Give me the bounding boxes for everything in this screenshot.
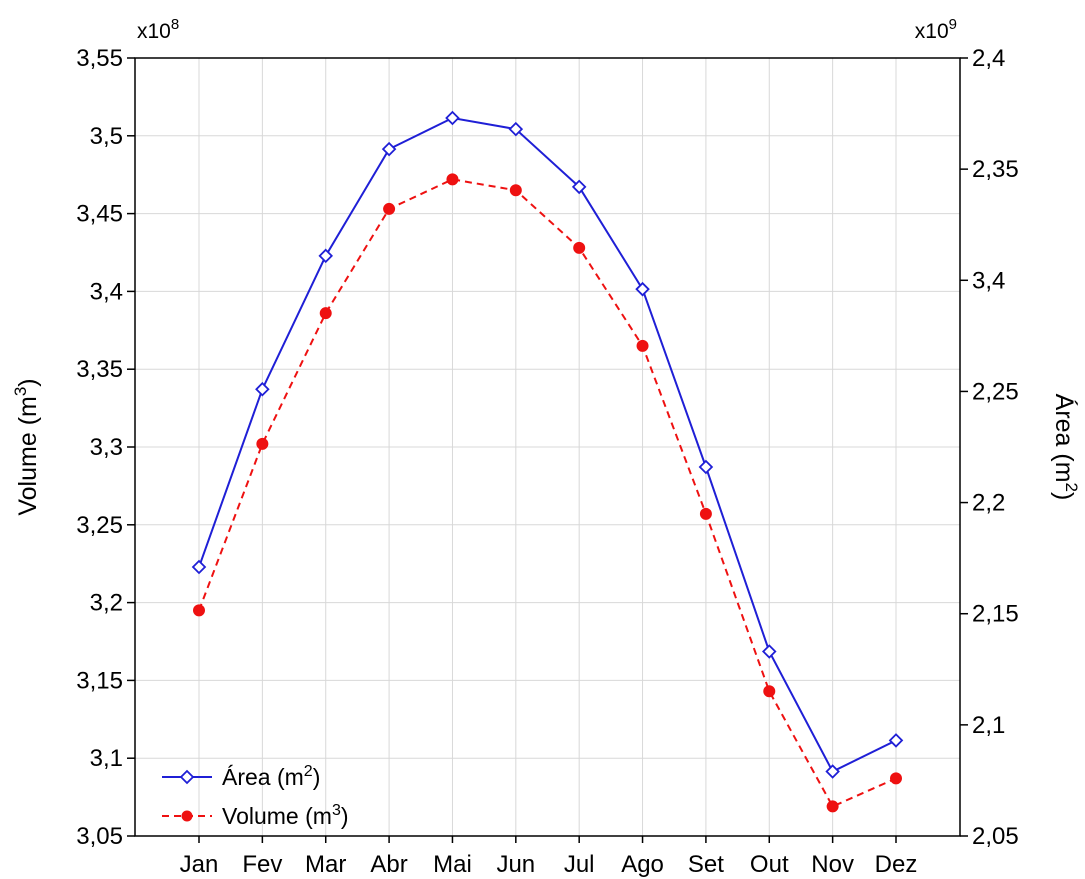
x-axis-tick-label: Jun	[496, 851, 535, 878]
right-axis-tick-label: 2,25	[972, 378, 1019, 405]
left-axis-title: Volume (m3)	[11, 378, 42, 515]
left-axis-tick-label: 3,1	[90, 745, 123, 772]
x-axis-tick-label: Set	[688, 851, 724, 878]
data-point-volume	[383, 202, 396, 215]
x-axis-tick-label: Dez	[875, 851, 918, 878]
series-layer	[191, 110, 904, 813]
series-line-area	[198, 116, 897, 773]
right-axis-multiplier: x109	[915, 16, 957, 43]
data-point-area	[445, 110, 460, 126]
left-axis-tick-label: 3,35	[76, 356, 123, 383]
legend-label: Volume (m3)	[222, 802, 349, 829]
right-axis-tick-label: 2,15	[972, 601, 1019, 628]
left-axis-tick-label: 3,05	[76, 823, 123, 850]
left-axis-tick-label: 3,15	[76, 667, 123, 694]
right-axis-title: Área (m2)	[1050, 394, 1081, 501]
left-axis-tick-label: 3,55	[76, 45, 123, 72]
left-axis-tick-label: 3,3	[90, 434, 123, 461]
data-point-volume	[826, 800, 839, 813]
data-point-volume	[699, 507, 712, 520]
x-axis-tick-label: Mar	[305, 851, 346, 878]
data-point-area	[255, 381, 270, 397]
data-point-volume	[573, 241, 586, 254]
x-axis-tick-label: Fev	[242, 851, 282, 878]
data-point-volume	[890, 772, 902, 785]
left-axis-tick-label: 3,4	[90, 278, 123, 305]
data-point-area	[191, 559, 207, 575]
left-axis-tick-label: 3,45	[76, 201, 123, 228]
x-axis-tick-label: Jul	[564, 851, 595, 878]
x-axis-tick-label: Jan	[180, 851, 219, 878]
x-axis-tick-label: Nov	[811, 851, 854, 878]
right-axis-tick-label: 2,1	[972, 712, 1005, 739]
right-axis-tick-label: 2,05	[972, 823, 1019, 850]
data-point-volume	[319, 307, 332, 320]
data-point-area	[825, 764, 840, 779]
data-point-area	[571, 179, 587, 195]
x-axis-tick-label: Ago	[621, 851, 664, 878]
left-axis-multiplier: x108	[137, 16, 179, 43]
axes-layer: 3,05 3,1 3,15 3,2 3,25 3,3 3,35 3,4 3,45 3,5 3,55 J…	[11, 16, 1081, 878]
legend-label: Área (m2)	[222, 763, 320, 790]
right-axis-tick-label: 2,35	[972, 156, 1019, 183]
data-point-area	[318, 248, 334, 264]
data-point-volume	[446, 173, 459, 186]
left-axis-tick-label: 3,5	[90, 123, 123, 150]
data-point-volume	[763, 685, 776, 698]
data-point-area	[381, 141, 397, 157]
data-point-area	[635, 281, 650, 297]
right-axis-tick-label: 2,4	[972, 45, 1005, 72]
data-point-volume	[193, 604, 205, 617]
data-point-volume	[636, 339, 649, 352]
data-point-area	[761, 644, 777, 659]
data-point-volume	[256, 437, 269, 450]
data-point-area	[888, 733, 904, 748]
legend-marker-volume	[181, 810, 193, 822]
right-axis-tick-label: 2,2	[972, 490, 1005, 517]
x-axis-tick-label: Mai	[433, 851, 472, 878]
left-axis-tick-label: 3,25	[76, 512, 123, 539]
data-point-area	[508, 121, 524, 137]
legend-marker-area	[179, 769, 195, 785]
x-axis-tick-label: Abr	[370, 851, 407, 878]
data-point-volume	[509, 184, 522, 197]
legend: Área (m2) Volume (m3)	[162, 763, 349, 829]
data-point-area	[698, 459, 714, 475]
x-axis-tick-label: Out	[750, 851, 789, 878]
left-axis-tick-label: 3,2	[90, 590, 123, 617]
right-axis-tick-label: 3,4	[972, 267, 1005, 294]
